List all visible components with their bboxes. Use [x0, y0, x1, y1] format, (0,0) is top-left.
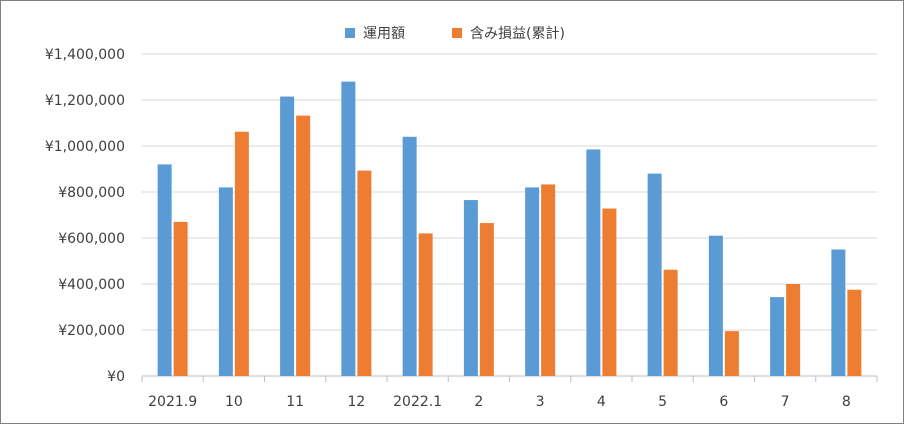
bar-unyougaku: [280, 96, 295, 377]
bar-unyougaku: [157, 164, 172, 376]
bar-fukumi-soneki: [847, 289, 862, 376]
x-tick-label: 4: [597, 394, 606, 410]
x-tick-label: 11: [286, 394, 304, 410]
bar-unyougaku: [831, 249, 846, 376]
bar-fukumi-soneki: [418, 233, 433, 376]
y-tick-label: ¥200,000: [58, 323, 125, 339]
y-tick-label: ¥400,000: [58, 277, 125, 293]
x-tick-label: 8: [842, 394, 851, 410]
bar-fukumi-soneki: [296, 115, 311, 376]
bar-fukumi-soneki: [724, 331, 739, 376]
x-tick-label: 2: [474, 394, 483, 410]
legend-label: 運用額: [363, 26, 405, 42]
bar-fukumi-soneki: [541, 184, 556, 376]
bar-unyougaku: [770, 297, 785, 376]
x-tick-label: 2022.1: [393, 394, 442, 410]
y-tick-label: ¥1,400,000: [45, 47, 125, 63]
legend-swatch: [452, 28, 462, 38]
bar-unyougaku: [586, 149, 601, 376]
legend-swatch: [345, 28, 355, 38]
bar-fukumi-soneki: [173, 221, 188, 376]
x-tick-label: 6: [719, 394, 728, 410]
bar-unyougaku: [708, 235, 723, 376]
x-tick-label: 12: [347, 394, 365, 410]
x-tick-label: 3: [536, 394, 545, 410]
x-tick-label: 2021.9: [148, 394, 197, 410]
bar-fukumi-soneki: [357, 170, 372, 376]
bar-fukumi-soneki: [234, 131, 249, 376]
bar-unyougaku: [402, 136, 417, 376]
legend-label: 含み損益(累計): [470, 26, 565, 42]
y-tick-label: ¥0: [107, 369, 125, 385]
y-tick-label: ¥800,000: [58, 185, 125, 201]
bar-unyougaku: [647, 173, 662, 376]
x-tick-label: 10: [225, 394, 243, 410]
bar-fukumi-soneki: [663, 269, 678, 376]
bar-unyougaku: [525, 187, 540, 376]
bar-fukumi-soneki: [786, 284, 801, 376]
x-tick-label: 5: [658, 394, 667, 410]
x-tick-label: 7: [781, 394, 790, 410]
bar-fukumi-soneki: [479, 223, 494, 376]
bar-unyougaku: [463, 200, 478, 376]
y-tick-label: ¥1,000,000: [45, 139, 125, 155]
y-tick-label: ¥600,000: [58, 231, 125, 247]
y-tick-label: ¥1,200,000: [45, 93, 125, 109]
bar-unyougaku: [341, 81, 356, 376]
bar-unyougaku: [218, 187, 233, 376]
bar-fukumi-soneki: [602, 208, 617, 376]
